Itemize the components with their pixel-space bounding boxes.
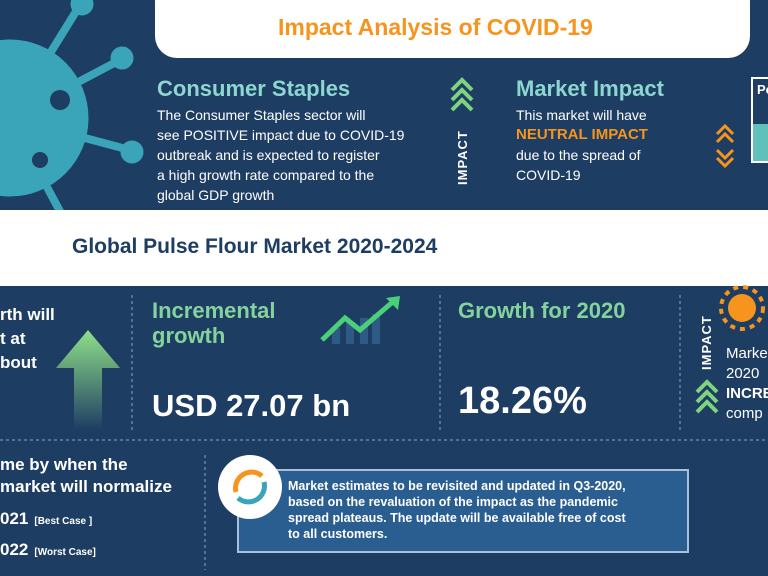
case-note: [Best Case ]	[34, 516, 93, 527]
text-line: Incremental	[152, 298, 276, 323]
normalize-cases: 021 [Best Case ] 022 [Worst Case]	[0, 505, 96, 567]
text-line: market will normalize	[0, 477, 172, 496]
text-line: Market estimates to be revisited and upd…	[288, 479, 626, 493]
section-title: Consumer Staples	[157, 76, 351, 101]
title-box	[155, 0, 750, 58]
text-line: a high growth rate compared to the	[157, 167, 375, 183]
impact-text: Marke 2020 INCRE comp	[726, 344, 768, 424]
case-year: 022	[0, 540, 29, 559]
text-line: COVID-19	[516, 167, 581, 183]
text-line: global GDP growth	[157, 187, 275, 203]
side-tab-fill	[753, 124, 768, 161]
text-line: see POSITIVE impact due to COVID-19	[157, 127, 405, 143]
growth-title: Growth for 2020	[458, 298, 626, 323]
growth-value: 18.26%	[458, 380, 587, 422]
dividers	[0, 295, 768, 570]
update-text: Market estimates to be revisited and upd…	[288, 478, 626, 542]
text-line: growth	[152, 323, 226, 348]
market-band	[0, 210, 768, 286]
text-line: to all customers.	[288, 527, 388, 541]
sun-icon	[719, 285, 765, 331]
text-line: t at	[0, 329, 26, 348]
text-line: 2020	[726, 365, 760, 382]
market-title: Global Pulse Flour Market 2020-2024	[72, 235, 438, 258]
chevrons-icon-2	[695, 379, 719, 414]
text-line: spread plateaus. The update will be avai…	[288, 511, 626, 525]
normalize-text: me by when the market will normalize	[0, 454, 172, 498]
impact-label: IMPACT	[455, 130, 470, 185]
refresh-icon	[218, 455, 282, 519]
section-title: Market Impact	[516, 76, 664, 101]
text-line: comp	[726, 405, 763, 422]
virus-icon	[0, 0, 144, 244]
page-title: Impact Analysis of COVID-19	[278, 14, 593, 40]
section-text: This market will have NEUTRAL IMPACT due t…	[516, 105, 648, 185]
case-year: 021	[0, 509, 29, 528]
text-line: outbreak and is expected to register	[157, 147, 380, 163]
case-row: 022 [Worst Case]	[0, 536, 96, 567]
text-line: bout	[0, 353, 37, 372]
growth-note: rth will t at bout	[0, 303, 55, 375]
text-line: The Consumer Staples sector will	[157, 107, 366, 123]
impact-label: IMPACT	[699, 315, 714, 370]
chart-icon	[320, 296, 400, 344]
neutral-icon	[715, 123, 735, 169]
growth-arrow	[56, 330, 120, 430]
text-line: Marke	[726, 345, 768, 362]
text-line: rth will	[0, 305, 55, 324]
section-text: The Consumer Staples sector will see POSI…	[157, 105, 404, 205]
incremental-value: USD 27.07 bn	[152, 388, 351, 423]
case-note: [Worst Case]	[34, 547, 96, 558]
text-line: based on the revaluation of the impact a…	[288, 495, 618, 509]
incremental-title: Incremental growth	[152, 298, 276, 348]
update-box	[237, 469, 689, 553]
text-line: me by when the	[0, 455, 128, 474]
chevrons-icon	[450, 77, 474, 112]
side-tab-text: Pe	[757, 82, 768, 97]
case-row: 021 [Best Case ]	[0, 505, 96, 536]
text-line: INCRE	[726, 385, 768, 402]
text-line: due to the spread of	[516, 147, 641, 163]
text-line: This market will have	[516, 107, 647, 123]
text-line: NEUTRAL IMPACT	[516, 126, 648, 143]
